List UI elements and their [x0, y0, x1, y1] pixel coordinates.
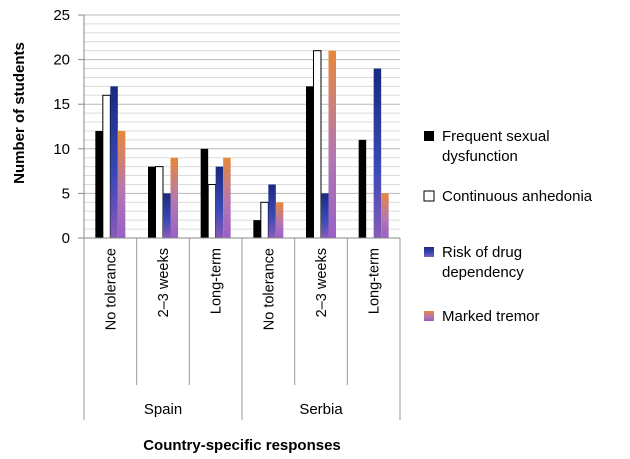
bar [117, 130, 126, 238]
bar [170, 157, 178, 238]
y-tick-label: 20 [53, 52, 70, 69]
bar [275, 202, 284, 238]
x-group-label: Spain [144, 401, 182, 418]
y-tick-label: 5 [62, 185, 70, 202]
legend-label: Continuous anhedonia [442, 188, 593, 205]
bar [155, 166, 164, 239]
bar [373, 68, 382, 239]
x-category-label: 2–3 weeks [314, 248, 330, 317]
bar [163, 193, 171, 238]
x-category-label: 2–3 weeks [156, 248, 172, 317]
y-tick-label: 25 [53, 7, 70, 24]
bar [313, 50, 322, 239]
bar [102, 94, 111, 239]
bar [200, 148, 209, 238]
x-axis-title: Country-specific responses [143, 437, 341, 454]
x-group-label: Serbia [299, 401, 343, 418]
legend-label: Marked tremor [442, 308, 540, 325]
x-category-label: No tolerance [261, 248, 277, 330]
legend-swatch [424, 247, 434, 257]
bar [381, 193, 389, 238]
x-category-label: Long-term [209, 248, 225, 314]
x-category-label: Long-term [367, 248, 383, 314]
bar [321, 193, 329, 238]
legend-swatch [424, 311, 434, 321]
bar [328, 50, 336, 239]
bar [358, 139, 367, 238]
y-tick-label: 15 [53, 96, 70, 113]
bar [215, 166, 224, 238]
legend-label: Risk of drug dependency [442, 244, 524, 281]
y-axis-title: Number of students [11, 42, 28, 184]
legend-swatch [424, 131, 434, 141]
y-tick-label: 10 [53, 141, 70, 158]
bar [95, 130, 103, 238]
bar [110, 86, 118, 238]
bar [260, 201, 269, 239]
legend-swatch [423, 190, 435, 202]
bar [253, 220, 261, 238]
bar [268, 184, 276, 238]
bar [223, 157, 231, 238]
legend-label: Frequent sexual dysfunction [442, 128, 550, 165]
bar [207, 183, 217, 239]
x-category-label: No tolerance [103, 248, 119, 330]
y-tick-label: 0 [62, 230, 70, 247]
bar [148, 166, 156, 238]
bar [306, 86, 314, 238]
